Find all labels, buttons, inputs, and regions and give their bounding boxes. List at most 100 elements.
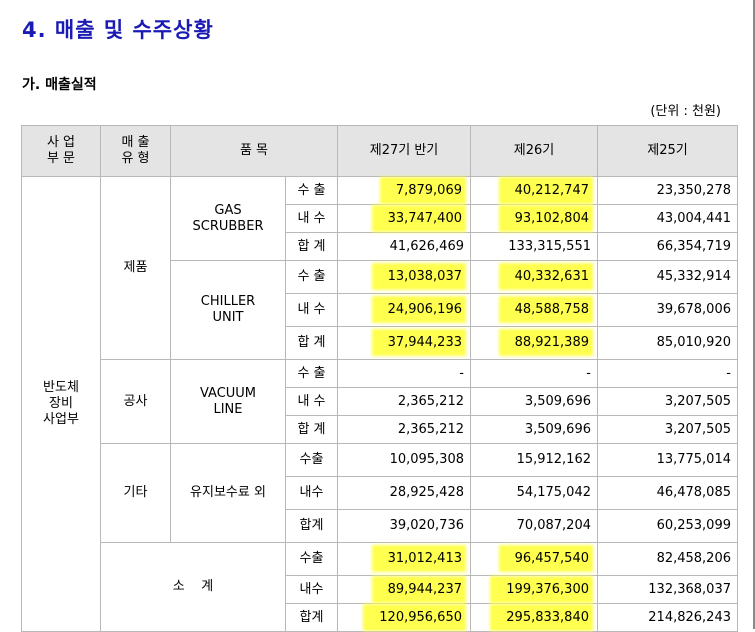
highlighted-value: 120,956,650 xyxy=(365,605,464,629)
value-27: - xyxy=(337,359,471,388)
kind-cell: 합 계 xyxy=(285,415,338,444)
value-27: 7,879,069 xyxy=(337,176,471,205)
value-26: 15,912,162 xyxy=(470,443,598,477)
value-26: 96,457,540 xyxy=(470,542,598,576)
highlighted-value: 40,212,747 xyxy=(500,178,591,202)
highlighted-value: 48,588,758 xyxy=(500,298,591,321)
unit-note: (단위 : 천원) xyxy=(650,104,721,119)
value-27: 120,956,650 xyxy=(337,603,471,632)
division-cell: 반도체 장비 사업부 xyxy=(21,176,101,632)
value-25: - xyxy=(597,359,738,388)
value-26: 199,376,300 xyxy=(470,575,598,604)
value-26: 70,087,204 xyxy=(470,509,598,543)
highlighted-value: 24,906,196 xyxy=(373,298,464,321)
highlighted-value: 88,921,389 xyxy=(500,331,591,354)
kind-cell: 내 수 xyxy=(285,387,338,416)
header-period-27: 제27기 반기 xyxy=(337,125,471,177)
kind-cell: 내 수 xyxy=(285,293,338,327)
value-27: 39,020,736 xyxy=(337,509,471,543)
highlighted-value: 37,944,233 xyxy=(373,331,464,354)
kind-cell: 수 출 xyxy=(285,176,338,205)
table-row: 내수 89,944,237 199,376,300 132,368,037 xyxy=(22,575,738,604)
header-period-25: 제25기 xyxy=(597,125,738,177)
table-row: 내수 28,925,428 54,175,042 46,478,085 xyxy=(22,476,738,510)
kind-cell: 수출 xyxy=(285,443,338,477)
value-25: 3,207,505 xyxy=(597,415,738,444)
highlighted-value: 13,038,037 xyxy=(373,265,464,288)
value-27: 89,944,237 xyxy=(337,575,471,604)
kind-cell: 합계 xyxy=(285,603,338,632)
value-25: 39,678,006 xyxy=(597,293,738,327)
kind-cell: 내수 xyxy=(285,476,338,510)
value-26: 40,332,631 xyxy=(470,260,598,294)
item-maintenance: 유지보수료 외 xyxy=(170,443,286,543)
type-construction: 공사 xyxy=(100,359,171,444)
table-row: 소 계 수출 31,012,413 96,457,540 82,458,206 xyxy=(22,542,738,632)
value-26: 133,315,551 xyxy=(470,232,598,261)
value-25: 132,368,037 xyxy=(597,575,738,604)
highlighted-value: 199,376,300 xyxy=(492,577,591,601)
highlighted-value: 40,332,631 xyxy=(500,265,591,288)
value-26: 3,509,696 xyxy=(470,387,598,416)
value-27: 13,038,037 xyxy=(337,260,471,294)
value-25: 82,458,206 xyxy=(597,542,738,576)
value-25: 46,478,085 xyxy=(597,476,738,510)
table-row: 합계 120,956,650 295,833,840 214,826,243 xyxy=(22,603,738,632)
value-26: 93,102,804 xyxy=(470,204,598,233)
value-27: 2,365,212 xyxy=(337,415,471,444)
table-row: 내 수 33,747,400 93,102,804 43,004,441 xyxy=(22,204,738,233)
highlighted-value: 89,944,237 xyxy=(373,577,464,601)
value-25: 214,826,243 xyxy=(597,603,738,632)
table-row: 합 계 41,626,469 133,315,551 66,354,719 xyxy=(22,232,738,261)
subtotal-label: 소 계 xyxy=(100,542,286,632)
header-sales-type: 매 출 유 형 xyxy=(100,125,171,177)
kind-cell: 내수 xyxy=(285,575,338,604)
value-25: 43,004,441 xyxy=(597,204,738,233)
value-26: 54,175,042 xyxy=(470,476,598,510)
table-row: 반도체 장비 사업부 제품 GAS SCRUBBER 수 출 7,879,069 40,2… xyxy=(21,176,738,632)
type-other: 기타 xyxy=(100,443,171,543)
value-27: 2,365,212 xyxy=(337,387,471,416)
value-25: 3,207,505 xyxy=(597,387,738,416)
value-26: 3,509,696 xyxy=(470,415,598,444)
highlighted-value: 295,833,840 xyxy=(492,605,591,629)
highlighted-value: 93,102,804 xyxy=(500,206,591,230)
value-26: 48,588,758 xyxy=(470,293,598,327)
highlighted-value: 31,012,413 xyxy=(373,547,464,570)
kind-cell: 합계 xyxy=(285,509,338,543)
value-26: 88,921,389 xyxy=(470,326,598,360)
value-25: 66,354,719 xyxy=(597,232,738,261)
kind-cell: 합 계 xyxy=(285,326,338,360)
sales-table: 사 업 부 문 매 출 유 형 품 목 제27기 반기 제26기 제25기 반도… xyxy=(21,125,738,632)
type-product: 제품 xyxy=(100,176,171,360)
header-row: 사 업 부 문 매 출 유 형 품 목 제27기 반기 제26기 제25기 xyxy=(21,125,738,177)
item-gas-scrubber: GAS SCRUBBER xyxy=(170,176,286,261)
item-chiller-unit: CHILLER UNIT xyxy=(170,260,286,360)
kind-cell: 수 출 xyxy=(285,359,338,388)
value-25: 60,253,099 xyxy=(597,509,738,543)
kind-cell: 내 수 xyxy=(285,204,338,233)
value-26: 295,833,840 xyxy=(470,603,598,632)
value-27: 37,944,233 xyxy=(337,326,471,360)
value-27: 31,012,413 xyxy=(337,542,471,576)
value-27: 41,626,469 xyxy=(337,232,471,261)
header-period-26: 제26기 xyxy=(470,125,598,177)
value-27: 33,747,400 xyxy=(337,204,471,233)
value-27: 10,095,308 xyxy=(337,443,471,477)
table-row: 합 계 2,365,212 3,509,696 3,207,505 xyxy=(22,415,738,444)
table-row: 공사 VACUUM LINE 수 출--- xyxy=(22,359,738,444)
table-row: 기타 유지보수료 외 수출 10,095,308 15,912,162 13,775,01… xyxy=(22,443,738,543)
value-26: - xyxy=(470,359,598,388)
window-frame-edge xyxy=(753,0,755,629)
value-25: 85,010,920 xyxy=(597,326,738,360)
table-row: 합계 39,020,736 70,087,204 60,253,099 xyxy=(22,509,738,543)
value-25: 13,775,014 xyxy=(597,443,738,477)
kind-cell: 합 계 xyxy=(285,232,338,261)
value-26: 40,212,747 xyxy=(470,176,598,205)
value-25: 45,332,914 xyxy=(597,260,738,294)
highlighted-value: 33,747,400 xyxy=(373,206,464,230)
item-vacuum-line: VACUUM LINE xyxy=(170,359,286,444)
highlighted-value: 96,457,540 xyxy=(500,547,591,570)
kind-cell: 수출 xyxy=(285,542,338,576)
header-division: 사 업 부 문 xyxy=(21,125,101,177)
